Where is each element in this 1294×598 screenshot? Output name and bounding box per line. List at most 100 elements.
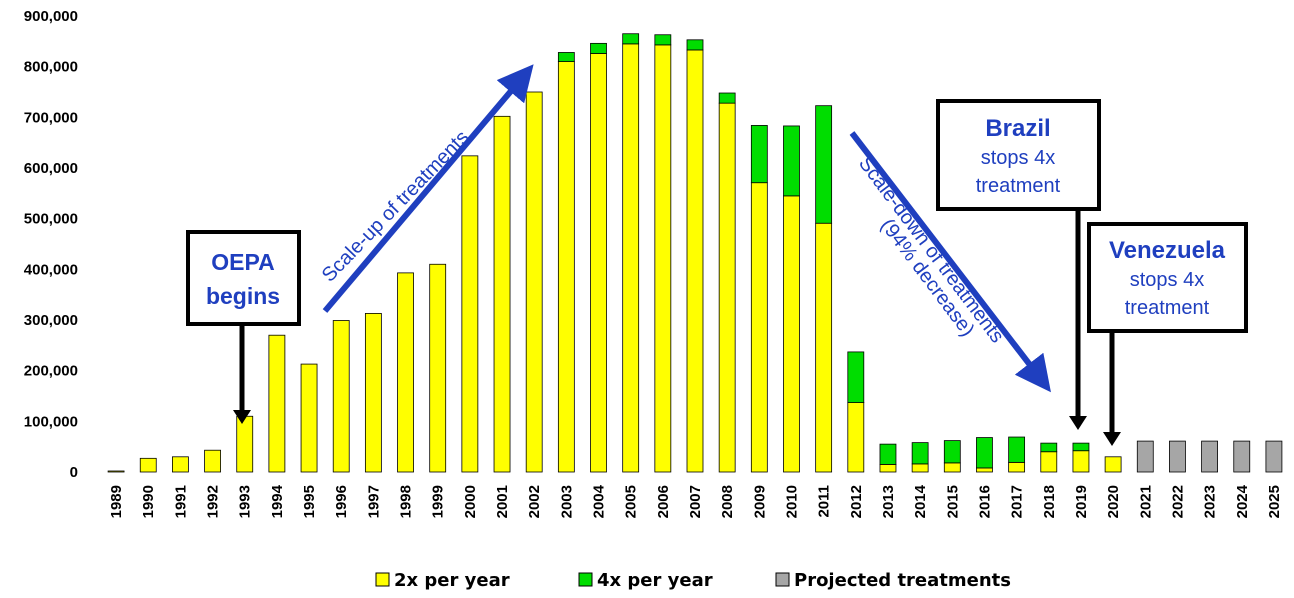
venezuela-line-3: treatment: [1125, 297, 1210, 319]
y-tick-label: 200,000: [24, 363, 78, 380]
x-tick-label: 1993: [237, 485, 254, 518]
bar-4x-per-year: [1072, 442, 1090, 452]
bar-2x-per-year: [718, 102, 736, 473]
venezuela-arrowhead: [1103, 432, 1121, 446]
y-tick-label: 400,000: [24, 261, 78, 278]
x-tick-label: 2007: [687, 485, 704, 518]
y-tick-label: 900,000: [24, 8, 78, 25]
bar-4x-per-year: [783, 125, 800, 197]
x-tick-label: 2005: [623, 485, 640, 518]
venezuela-line-2: stops 4x: [1130, 269, 1204, 291]
bar-2x-per-year: [107, 470, 125, 473]
bar-2x-per-year: [557, 61, 575, 473]
x-tick-label: 2015: [944, 485, 961, 518]
bar-2x-per-year: [525, 91, 543, 473]
bar-2x-per-year: [332, 320, 350, 473]
legend-swatch-2x: [375, 572, 390, 587]
bar-2x-per-year: [976, 467, 993, 473]
x-tick-label: 2019: [1073, 485, 1090, 518]
bar-2x-per-year: [204, 449, 221, 473]
bar-2x-per-year: [1072, 450, 1090, 473]
bar-2x-per-year: [364, 313, 382, 473]
oepa-line-2: begins: [206, 283, 280, 309]
x-tick-label: 1995: [301, 485, 318, 518]
y-tick-label: 800,000: [24, 59, 78, 76]
legend-label-4x: 4x per year: [597, 570, 713, 591]
x-tick-label: 2021: [1137, 485, 1154, 518]
scale-up-annotation: Scale-up of treatments: [318, 64, 534, 313]
bar-4x-per-year: [654, 34, 672, 46]
bar-2x-per-year: [268, 334, 286, 473]
legend: 2x per year 4x per year Projected treatmen…: [375, 570, 1011, 591]
x-tick-label: 2002: [526, 485, 543, 518]
oepa-box: [186, 230, 301, 326]
scale-up-label: Scale-up of treatments: [318, 126, 474, 286]
brazil-line-2: stops 4x: [981, 147, 1055, 169]
x-tick-label: 2000: [462, 485, 479, 518]
bar-2x-per-year: [1104, 456, 1122, 473]
x-tick-label: 2011: [816, 485, 833, 518]
venezuela-line-1: Venezuela: [1109, 237, 1226, 264]
bar-2x-per-year: [172, 456, 189, 473]
scale-up-arrow: [322, 64, 534, 313]
bar-2x-per-year: [139, 457, 157, 473]
oepa-arrowhead: [233, 410, 251, 424]
bar-projected: [1233, 440, 1251, 473]
bar-4x-per-year: [750, 125, 768, 184]
bar-2x-per-year: [397, 272, 414, 473]
x-tick-label: 2004: [591, 484, 608, 518]
x-tick-label: 2023: [1202, 485, 1219, 518]
bar-2x-per-year: [236, 415, 254, 473]
bar-4x-per-year: [590, 42, 607, 54]
x-tick-label: 2020: [1105, 485, 1122, 518]
y-tick-label: 300,000: [24, 312, 78, 329]
x-tick-label: 2014: [912, 484, 929, 518]
brazil-callout: Brazil stops 4x treatment: [936, 99, 1101, 430]
scale-down-arrow: [849, 131, 1051, 393]
bar-2x-per-year: [686, 49, 704, 473]
bar-2x-per-year: [461, 155, 479, 473]
x-tick-label: 2008: [719, 485, 736, 518]
x-tick-label: 2024: [1234, 484, 1251, 518]
bar-2x-per-year: [847, 402, 865, 473]
bar-series: [107, 33, 1283, 473]
brazil-line-3: treatment: [976, 175, 1061, 197]
bar-2x-per-year: [622, 43, 640, 473]
bar-4x-per-year: [557, 52, 575, 62]
x-tick-label: 1994: [269, 484, 286, 518]
venezuela-box: [1087, 222, 1248, 333]
x-tick-label: 2018: [1041, 485, 1058, 518]
bar-2x-per-year: [493, 115, 511, 473]
x-tick-label: 2006: [655, 485, 672, 518]
bar-4x-per-year: [815, 105, 833, 224]
bar-projected: [1136, 440, 1154, 473]
bar-2x-per-year: [943, 462, 961, 473]
bar-projected: [1169, 440, 1186, 473]
legend-swatch-4x: [578, 572, 593, 587]
legend-swatch-projected: [775, 572, 790, 587]
bar-4x-per-year: [622, 33, 640, 45]
x-tick-label: 1998: [398, 485, 415, 518]
bar-4x-per-year: [879, 443, 897, 465]
bar-2x-per-year: [750, 182, 768, 473]
y-tick-label: 700,000: [24, 109, 78, 126]
x-tick-label: 1997: [365, 485, 382, 518]
bar-2x-per-year: [815, 222, 833, 473]
brazil-box: [936, 99, 1101, 211]
venezuela-callout: Venezuela stops 4x treatment: [1087, 222, 1248, 446]
y-tick-label: 0: [70, 464, 78, 481]
bar-2x-per-year: [1040, 451, 1058, 473]
bar-2x-per-year: [1008, 461, 1026, 473]
y-tick-label: 100,000: [24, 413, 78, 430]
x-tick-label: 1990: [140, 485, 157, 518]
x-tick-label: 2001: [494, 485, 511, 518]
bar-4x-per-year: [943, 440, 961, 464]
x-tick-label: 1999: [430, 485, 447, 518]
bar-4x-per-year: [1040, 442, 1058, 453]
x-tick-label: 2012: [848, 485, 865, 518]
bar-4x-per-year: [911, 442, 929, 465]
bar-4x-per-year: [847, 351, 865, 403]
oepa-line-1: OEPA: [211, 249, 274, 275]
x-axis-ticks: 1989 1990 1991 1992 1993 1994 1995 1996 1997 1998…: [108, 484, 1283, 518]
